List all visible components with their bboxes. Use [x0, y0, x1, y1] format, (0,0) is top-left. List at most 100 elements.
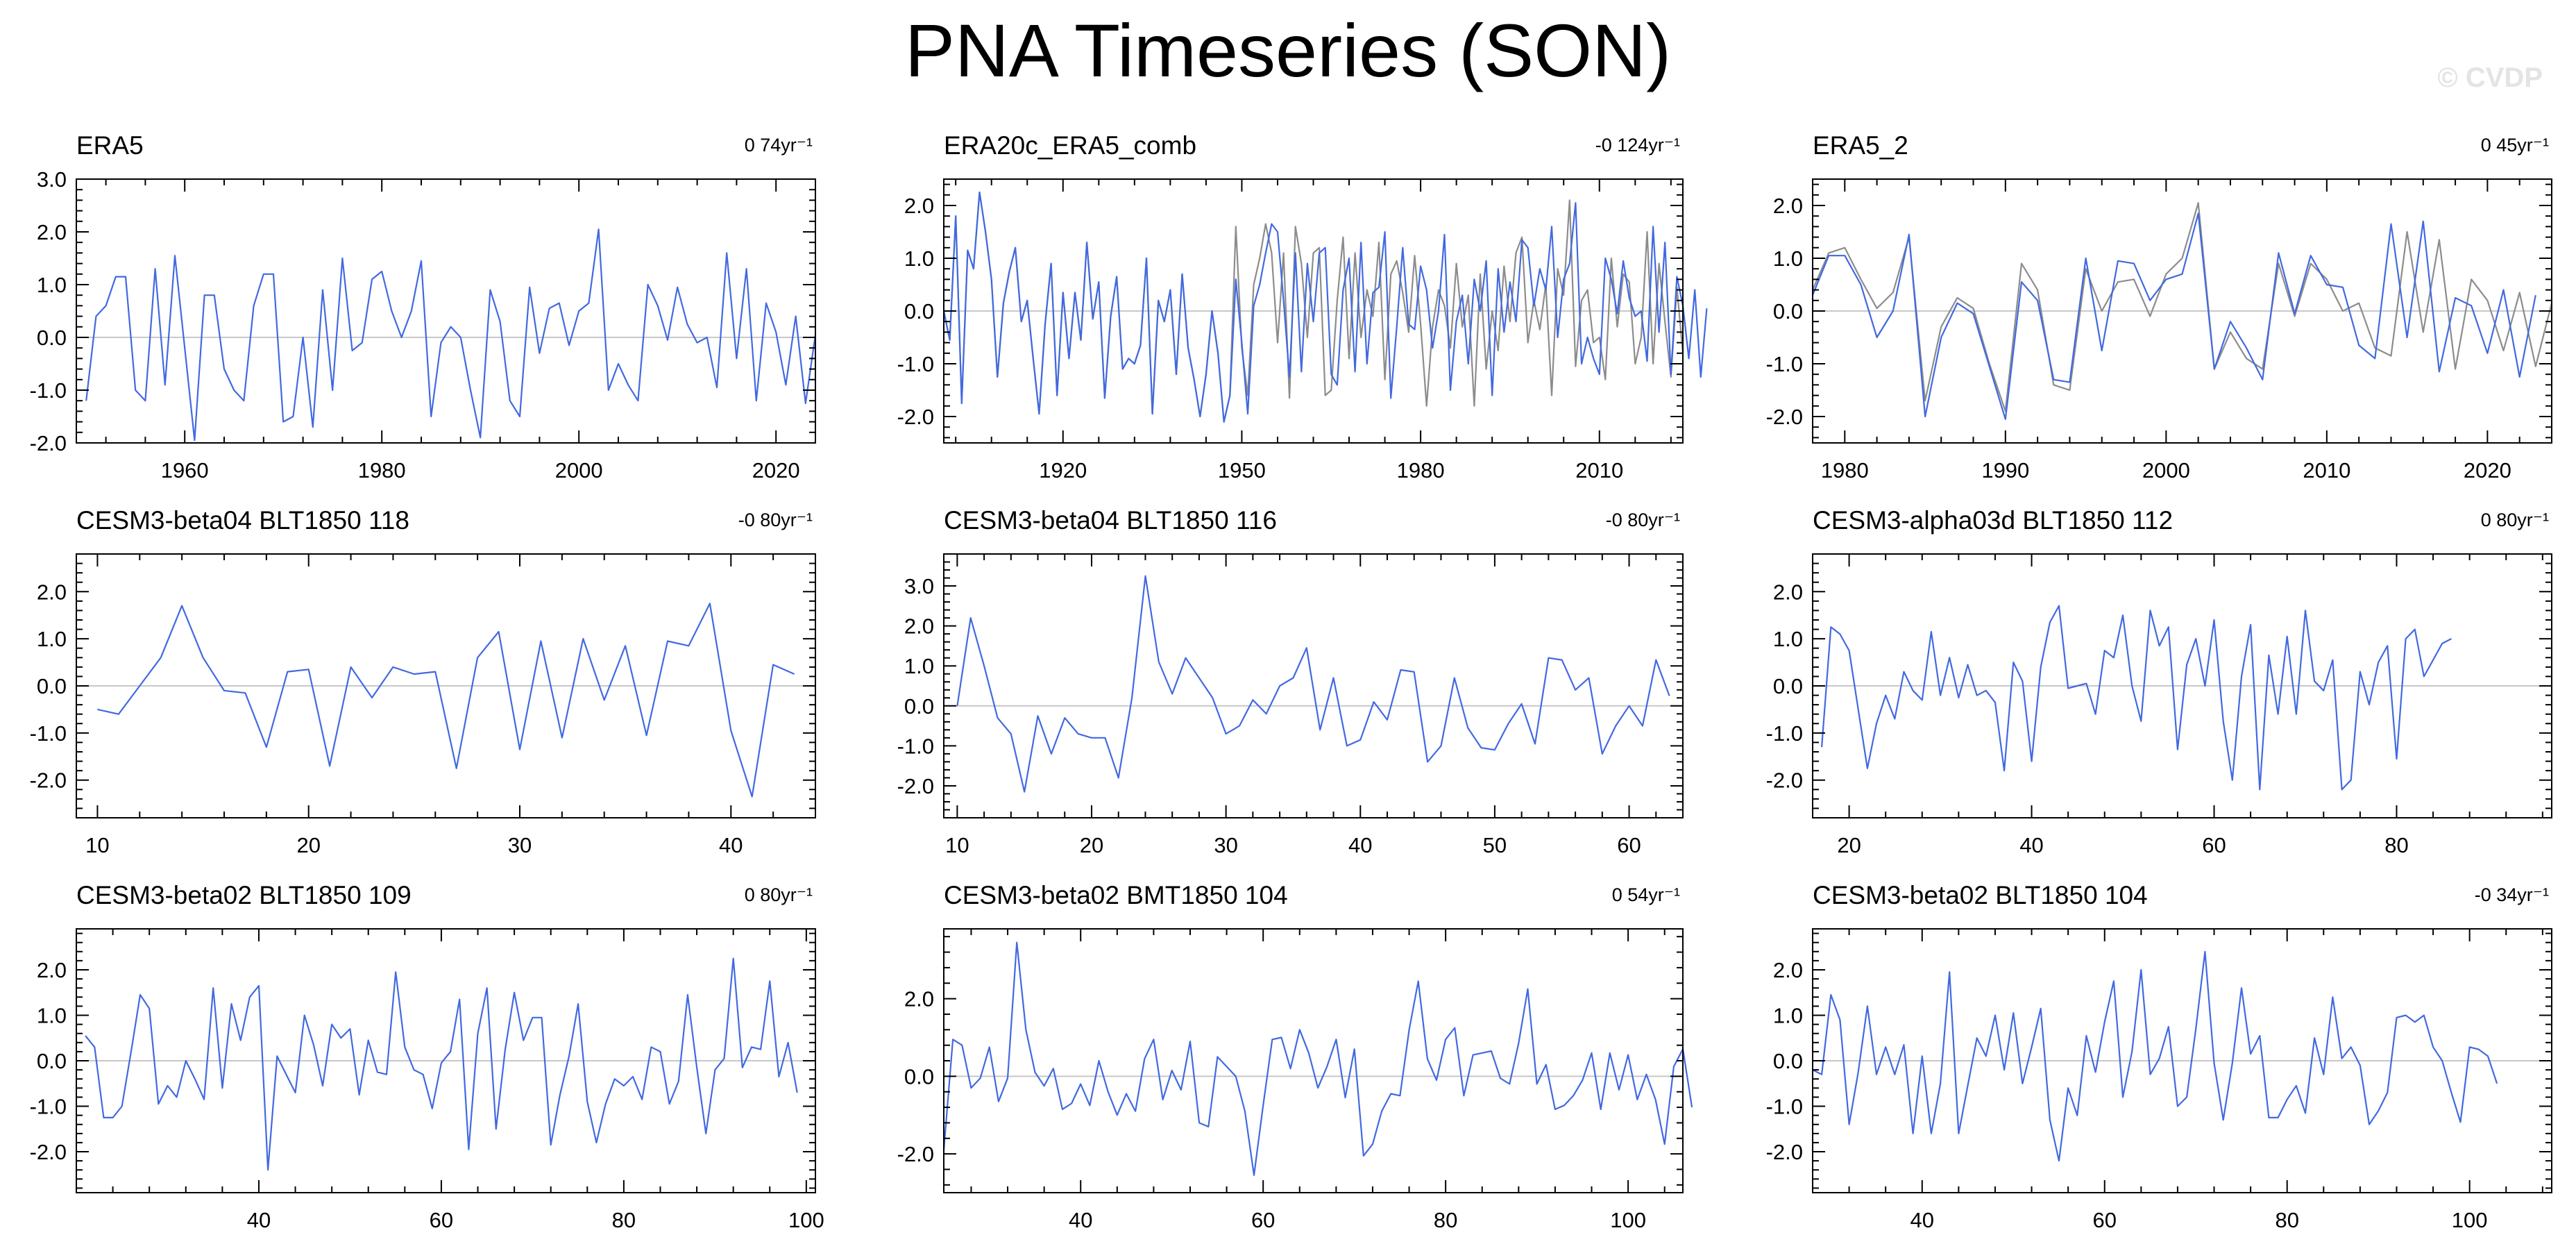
y-tick-label: -1.0 — [30, 1095, 67, 1119]
x-tick-label: 60 — [430, 1208, 453, 1232]
y-tick-label: -2.0 — [30, 768, 67, 793]
y-tick-label: 2.0 — [1773, 958, 1803, 982]
y-tick-label: 1.0 — [37, 273, 67, 297]
x-tick-label: 100 — [788, 1208, 824, 1232]
x-tick-label: 1920 — [1039, 458, 1087, 482]
x-tick-label: 100 — [1610, 1208, 1646, 1232]
y-tick-label: -2.0 — [1766, 1140, 1803, 1164]
chart-panel-4: -2.0 -1.0 0.0 1.0 2.0 10 20 30 40 CESM3-beta04 BL… — [30, 506, 816, 857]
x-tick-label: 60 — [1251, 1208, 1275, 1232]
y-tick-label: 2.0 — [1773, 194, 1803, 218]
y-tick-label: 0.0 — [37, 1049, 67, 1073]
y-tick-label: 0.0 — [1773, 674, 1803, 698]
plot-frame — [943, 928, 1684, 1193]
series-line-overlay — [1811, 202, 2553, 412]
y-tick-label: 1.0 — [1773, 1003, 1803, 1027]
y-tick-label: -1.0 — [1766, 352, 1803, 376]
x-tick-label: 2020 — [752, 458, 800, 482]
series-line-main — [97, 603, 795, 798]
x-tick-label: 30 — [1214, 833, 1237, 857]
y-tick-label: -1.0 — [897, 352, 934, 376]
y-tick-label: 1.0 — [37, 627, 67, 651]
y-tick-label: 1.0 — [904, 246, 934, 271]
watermark-logo: © CVDP — [2437, 62, 2543, 93]
x-tick-label: 2010 — [2303, 458, 2350, 482]
y-tick-label: -2.0 — [30, 431, 67, 455]
chart-panel-7: -2.0 -1.0 0.0 1.0 2.0 40 60 80 100 CESM3-beta02 B… — [30, 881, 824, 1232]
trend-label: 0 54yr⁻¹ — [1612, 884, 1680, 905]
panel-title: CESM3-beta02 BLT1850 104 — [1813, 881, 2148, 909]
y-tick-label: 1.0 — [1773, 627, 1803, 651]
y-tick-label: 0.0 — [1773, 299, 1803, 324]
y-tick-label: -2.0 — [897, 405, 934, 429]
plot-frame — [943, 553, 1684, 818]
y-tick-label: -2.0 — [30, 1140, 67, 1164]
y-tick-label: 1.0 — [37, 1003, 67, 1027]
chart-panel-1: -2.0 -1.0 0.0 1.0 2.0 3.0 1960 1980 2000 2020 ERA5… — [30, 131, 817, 482]
series-line-main — [1811, 212, 2536, 420]
series-line-main — [942, 191, 1708, 423]
y-tick-label: 2.0 — [904, 194, 934, 218]
y-tick-label: 2.0 — [904, 614, 934, 639]
x-tick-label: 1980 — [358, 458, 406, 482]
y-tick-label: 3.0 — [37, 167, 67, 192]
x-tick-label: 40 — [247, 1208, 271, 1232]
y-tick-label: 0.0 — [904, 299, 934, 324]
x-tick-label: 50 — [1483, 833, 1507, 857]
series-line-main — [85, 228, 817, 442]
panel-title: CESM3-alpha03d BLT1850 112 — [1813, 506, 2173, 535]
series-line-overlay — [942, 191, 1684, 423]
figure-title: PNA Timeseries (SON) — [904, 8, 1672, 92]
y-tick-label: -1.0 — [30, 721, 67, 746]
chart-panel-2: -2.0 -1.0 0.0 1.0 2.0 1920 1950 1980 2010 ERA20c_… — [897, 131, 1708, 482]
trend-label: 0 45yr⁻¹ — [2481, 135, 2549, 156]
x-tick-label: 10 — [85, 833, 109, 857]
series-line-main — [85, 957, 798, 1171]
x-tick-label: 80 — [612, 1208, 636, 1232]
x-tick-label: 1960 — [161, 458, 209, 482]
x-tick-label: 60 — [2092, 1208, 2116, 1232]
x-tick-label: 1980 — [1397, 458, 1445, 482]
x-tick-label: 80 — [1434, 1208, 1457, 1232]
x-tick-label: 60 — [1617, 833, 1641, 857]
x-tick-label: 40 — [719, 833, 743, 857]
y-tick-label: -1.0 — [30, 378, 67, 403]
y-tick-label: 2.0 — [1773, 580, 1803, 604]
x-tick-label: 60 — [2202, 833, 2226, 857]
x-tick-label: 30 — [508, 833, 532, 857]
panel-title: ERA5 — [76, 131, 144, 160]
y-tick-label: -1.0 — [1766, 721, 1803, 746]
trend-label: -0 80yr⁻¹ — [1606, 510, 1680, 530]
y-tick-label: 2.0 — [37, 580, 67, 604]
series-line-main — [942, 941, 1693, 1177]
chart-panel-5: -2.0 -1.0 0.0 1.0 2.0 3.0 10 20 30 40 50 60 CESM3-be… — [897, 506, 1684, 857]
trend-label: -0 34yr⁻¹ — [2475, 884, 2549, 905]
series-line-main — [1812, 950, 2498, 1162]
y-tick-label: -1.0 — [897, 734, 934, 758]
y-tick-label: -2.0 — [1766, 405, 1803, 429]
chart-panel-6: -2.0 -1.0 0.0 1.0 2.0 20 40 60 80 CESM3-alpha03d … — [1766, 506, 2552, 857]
x-tick-label: 2020 — [2464, 458, 2511, 482]
x-tick-label: 20 — [296, 833, 320, 857]
panel-title: CESM3-beta04 BLT1850 118 — [76, 506, 409, 535]
y-tick-label: 2.0 — [37, 220, 67, 244]
x-tick-label: 1990 — [1981, 458, 2029, 482]
x-tick-label: 40 — [1348, 833, 1372, 857]
y-tick-label: 1.0 — [904, 654, 934, 678]
x-tick-label: 40 — [1910, 1208, 1934, 1232]
x-tick-label: 20 — [1837, 833, 1861, 857]
y-tick-label: 0.0 — [1773, 1049, 1803, 1073]
y-tick-label: 0.0 — [904, 1064, 934, 1089]
x-tick-label: 100 — [2452, 1208, 2488, 1232]
trend-label: -0 124yr⁻¹ — [1595, 135, 1680, 156]
y-tick-label: 0.0 — [37, 326, 67, 350]
x-tick-label: 40 — [2019, 833, 2043, 857]
panel-title: ERA20c_ERA5_comb — [944, 131, 1196, 160]
panel-title: CESM3-beta02 BMT1850 104 — [944, 881, 1288, 909]
y-tick-label: -2.0 — [897, 774, 934, 798]
y-tick-label: 0.0 — [37, 674, 67, 698]
y-tick-label: 2.0 — [37, 958, 67, 982]
chart-panel-3: -2.0 -1.0 0.0 1.0 2.0 1980 1990 2000 2010 2020 ERA… — [1766, 131, 2553, 482]
x-tick-label: 1980 — [1821, 458, 1869, 482]
